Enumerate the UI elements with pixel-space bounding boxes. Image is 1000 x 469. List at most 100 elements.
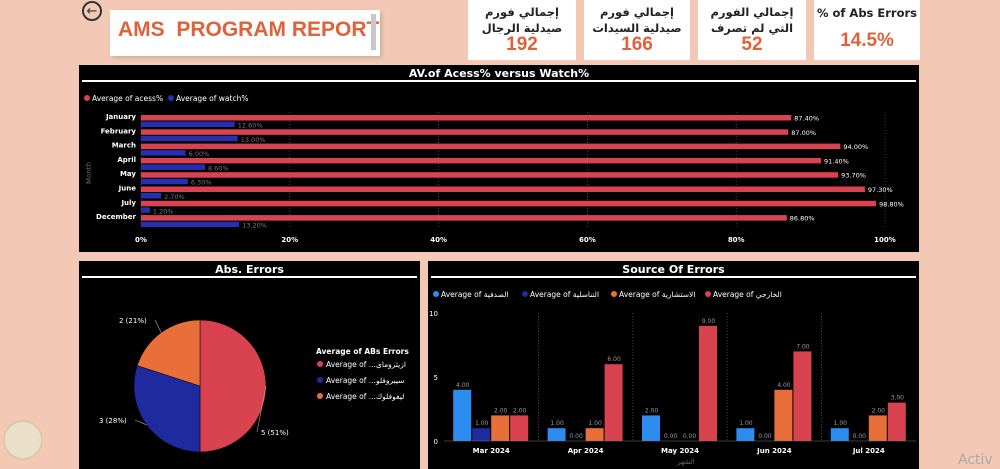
bar-watch <box>141 178 188 185</box>
chart-title: AV.of Acess% versus Watch% <box>408 67 590 80</box>
bar-watch <box>141 193 162 199</box>
bar-access <box>141 186 865 192</box>
y-tick-label: January <box>105 113 136 121</box>
column-bar <box>585 428 604 441</box>
data-label: 1.00 <box>588 420 602 427</box>
y-axis-label: Month <box>85 162 93 184</box>
leader-line <box>256 385 267 433</box>
column-bar <box>547 428 566 441</box>
leader-line <box>134 419 147 426</box>
legend-marker <box>84 95 90 101</box>
arrow-left-icon: ← <box>86 3 98 19</box>
slice-label: 2 (21%) <box>119 317 147 325</box>
data-label: 2.00 <box>494 407 508 414</box>
data-label: 7.00 <box>796 343 810 350</box>
legend-marker <box>522 291 528 297</box>
activation-watermark: Activ <box>958 452 993 468</box>
kpi-card-men-pharmacy: إجمالي فورم صيدلية الرجال 192 <box>468 0 576 60</box>
kpi-label: إجمالي فورم صيدلية الرجال <box>481 5 563 35</box>
column-bar <box>453 389 472 441</box>
bar-watch <box>141 135 238 142</box>
legend-marker <box>317 361 323 367</box>
title-rule <box>431 276 916 278</box>
page-title: AMS PROGRAM REPORT <box>118 18 380 41</box>
data-label-access: 93.70% <box>841 172 866 180</box>
y-tick-label: June <box>118 185 137 193</box>
column-bar <box>604 364 623 441</box>
slice-label: 5 (51%) <box>261 429 289 437</box>
column-bar <box>887 402 906 441</box>
data-label-access: 87.00% <box>791 129 816 137</box>
kpi-card-not-dispensed: إجمالي الفورم التي لم تصرف 52 <box>698 0 806 60</box>
data-label: 4.00 <box>456 382 470 389</box>
organization-logo <box>3 420 43 460</box>
access-watch-chart-panel: AV.of Acess% versus Watch% Average of ac… <box>79 65 919 252</box>
legend-label: Average of التناسلية <box>530 290 599 299</box>
legend-marker <box>317 393 323 399</box>
legend-marker <box>168 95 174 101</box>
bar-watch <box>141 221 240 228</box>
legend-label: Average of الاستشارية <box>619 290 695 299</box>
data-label-watch: 6.00% <box>189 150 210 158</box>
x-tick-label: May 2024 <box>661 447 699 455</box>
back-button[interactable]: ← <box>82 1 102 21</box>
slice-label: 3 (28%) <box>99 417 127 425</box>
y-tick-label: 10 <box>429 310 438 318</box>
x-tick-label: 20% <box>281 236 298 244</box>
data-label-access: 94.00% <box>843 143 868 151</box>
data-label: 1.00 <box>834 420 848 427</box>
legend-label: Average of الخارجي <box>713 290 782 299</box>
pie-slice <box>136 319 201 387</box>
data-label: 0.00 <box>569 433 583 440</box>
column-bar <box>830 428 849 441</box>
bar-watch <box>141 207 150 213</box>
chart-title: Source Of Errors <box>622 263 725 276</box>
pie-slice <box>133 365 201 453</box>
title-rule <box>82 80 916 82</box>
data-label: 6.00 <box>607 356 621 363</box>
x-tick-label: 100% <box>874 236 896 244</box>
bar-watch <box>141 164 205 170</box>
pie-slice <box>199 319 267 453</box>
leader-line <box>154 319 162 333</box>
legend-label: Average of ...سيبروفلو <box>326 376 404 385</box>
bar-access <box>141 172 839 178</box>
column-bar <box>472 428 491 441</box>
data-label: 3.00 <box>891 395 905 402</box>
source-of-errors-chart-panel: Source Of Errors Average of الصدفية Avera… <box>428 261 919 469</box>
data-label-access: 87.40% <box>794 115 819 123</box>
column-bar <box>699 325 717 441</box>
title-rule <box>82 276 417 278</box>
abs-errors-chart-panel: Abs. Errors 5 (51%) 3 (28%) 2 (21%) Average… <box>79 261 420 469</box>
y-tick-label: December <box>96 213 137 221</box>
x-tick-label: Jul 2024 <box>852 447 885 455</box>
kpi-card-abs-errors: % of Abs Errors 14.5% <box>814 0 920 60</box>
data-label-watch: 13.00% <box>241 136 266 144</box>
data-label-access: 91.40% <box>824 157 849 165</box>
x-tick-label: Mar 2024 <box>473 447 510 455</box>
kpi-card-women-pharmacy: إجمالي فورم صيدلية السيدات 166 <box>584 0 690 60</box>
data-label-watch: 1.20% <box>153 207 174 215</box>
y-tick-label: 5 <box>434 374 438 382</box>
bar-access <box>141 129 789 135</box>
y-tick-label: 0 <box>434 438 438 446</box>
data-label: 1.00 <box>475 420 489 427</box>
column-bar <box>868 415 887 441</box>
data-label-access: 86.80% <box>790 215 815 223</box>
abs-errors-pie-chart: 5 (51%) 3 (28%) 2 (21%) Average of ABs Erro… <box>99 317 409 453</box>
data-label: 2.00 <box>872 407 886 414</box>
data-label-watch: 8.60% <box>208 164 229 172</box>
legend-label: Average of الصدفية <box>441 290 508 299</box>
legend-marker <box>317 377 323 383</box>
y-tick-label: February <box>101 127 137 135</box>
bar-access <box>141 200 877 207</box>
data-label-access: 98.80% <box>879 200 904 208</box>
bar-watch <box>141 150 186 156</box>
data-label: 0.00 <box>683 433 697 440</box>
legend-title: Average of ABs Errors <box>316 347 409 356</box>
x-tick-label: 60% <box>579 236 596 244</box>
column-bar <box>491 415 510 441</box>
data-label: 0.00 <box>758 433 772 440</box>
x-tick-label: Apr 2024 <box>568 447 604 455</box>
y-tick-label: March <box>112 142 136 150</box>
